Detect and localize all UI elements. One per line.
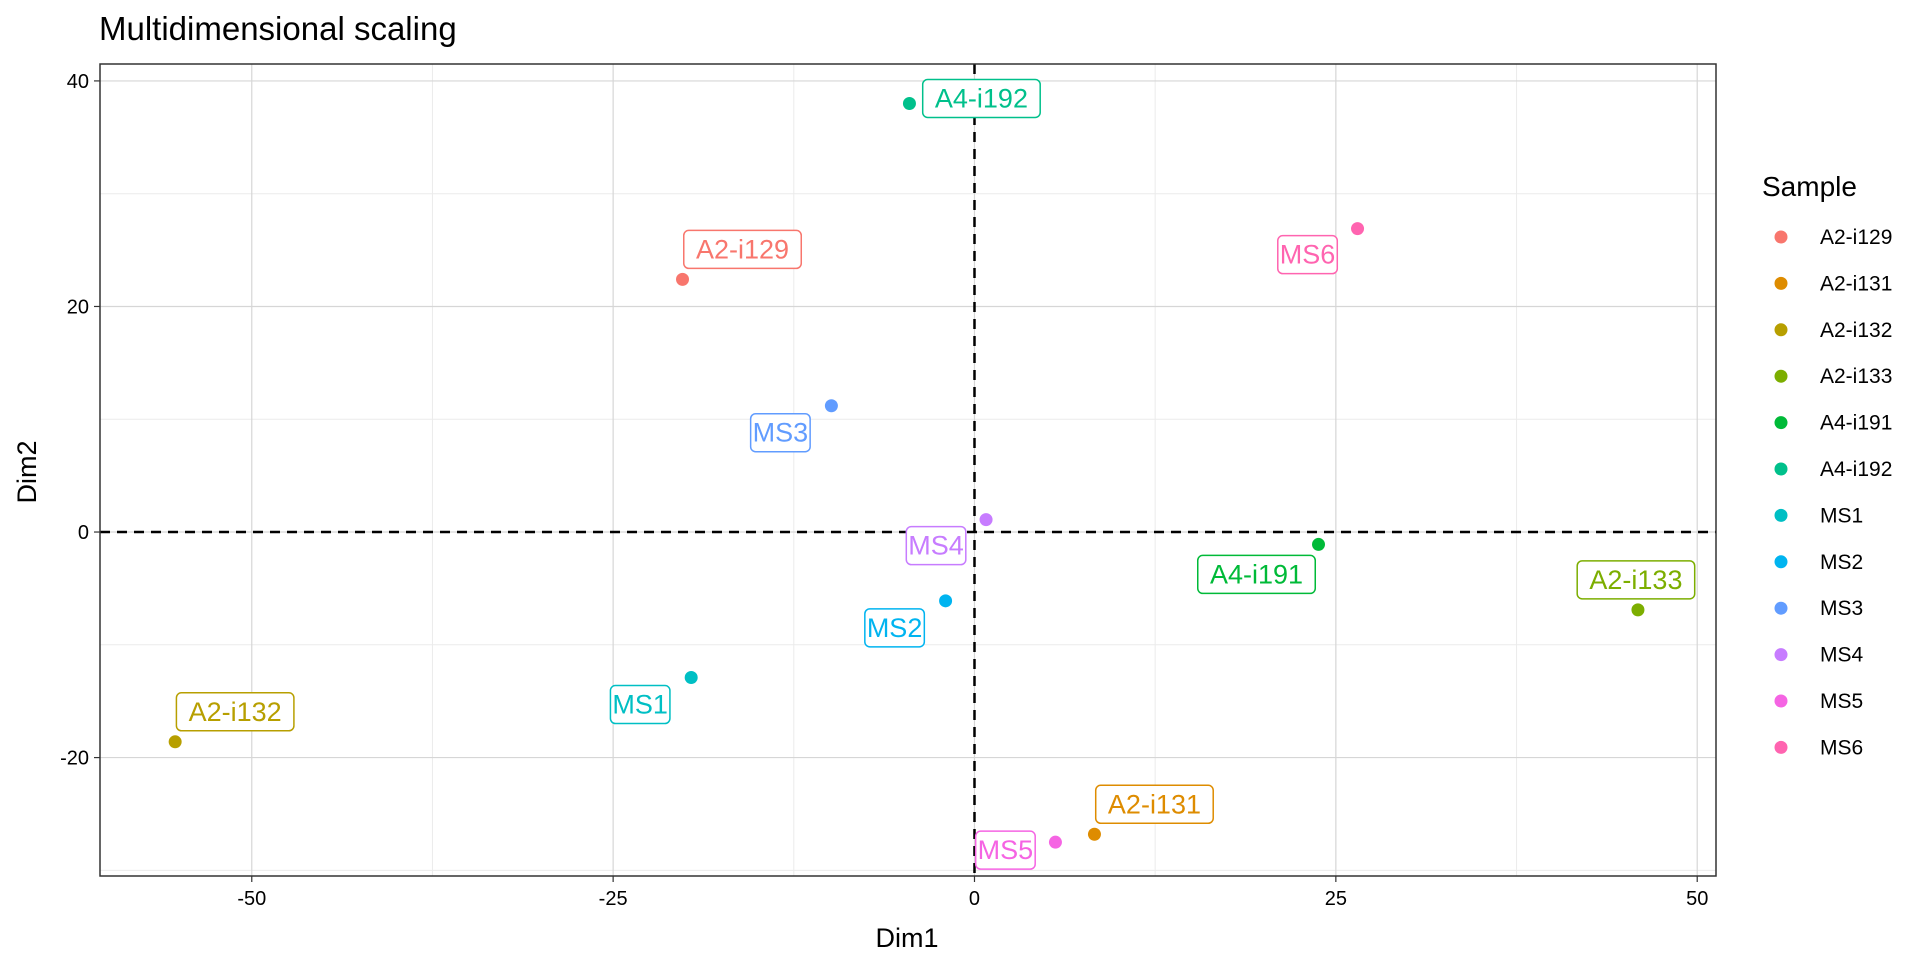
point-label: A2-i133 (1589, 565, 1682, 595)
x-tick-label: -25 (599, 888, 628, 910)
panel-background (100, 64, 1716, 876)
point-label-box (175, 692, 295, 732)
y-tick-label: 0 (78, 522, 89, 544)
legend-label: A2-i132 (1820, 319, 1892, 342)
y-tick-label: 20 (67, 296, 89, 318)
point-label: MS1 (612, 690, 668, 720)
point-label: A4-i192 (935, 83, 1028, 113)
legend-key (1774, 276, 1788, 290)
legend: Sample A2-i129 A2-i131 A2-i132 A2-i133 A4-i1… (1762, 171, 1892, 759)
point-label: A4-i191 (1210, 559, 1303, 589)
legend-label: A2-i131 (1820, 272, 1892, 295)
x-tick-label: -50 (237, 888, 266, 910)
legend-label: MS2 (1820, 551, 1863, 574)
legend-label: MS4 (1820, 644, 1864, 667)
data-point (676, 272, 690, 286)
data-point (902, 96, 916, 110)
point-label-box (609, 684, 671, 725)
legend-label: A2-i129 (1820, 226, 1892, 249)
point-label: A2-i129 (696, 234, 789, 264)
data-point (979, 513, 993, 527)
chart-title: Multidimensional scaling (99, 10, 457, 47)
legend-key (1774, 369, 1788, 383)
point-label-box (683, 229, 803, 270)
legend-key (1774, 416, 1788, 430)
data-point (1087, 827, 1101, 841)
point-label-box (864, 608, 926, 648)
data-point (1048, 835, 1062, 849)
legend-key (1774, 555, 1788, 569)
point-label-box (905, 525, 967, 566)
data-point (1312, 537, 1326, 551)
data-point (1631, 603, 1645, 617)
data-point (684, 671, 698, 685)
point-label: MS4 (908, 531, 964, 561)
point-label-box (974, 830, 1036, 870)
point-label-box (1197, 554, 1317, 595)
point-label: A2-i132 (189, 697, 282, 727)
x-tick-label: 0 (969, 888, 980, 910)
point-label-box (1094, 784, 1214, 825)
data-point (168, 735, 182, 749)
point-label-box (1277, 234, 1339, 275)
panel-border (99, 63, 1717, 877)
legend-key (1774, 740, 1788, 754)
point-label: MS2 (867, 613, 923, 643)
plot-panel: -50 -25 0 25 50 -20 0 20 40 A2-i129 A2-i131 A2-i132… (60, 63, 1717, 910)
legend-label: MS6 (1820, 736, 1863, 759)
y-axis-title: Dim2 (12, 440, 42, 503)
legend-label: MS1 (1820, 504, 1863, 527)
point-label: MS3 (753, 418, 809, 448)
legend-title: Sample (1762, 171, 1857, 202)
legend-key (1774, 462, 1788, 476)
point-label-box (921, 78, 1041, 119)
point-label: MS6 (1280, 240, 1336, 270)
legend-key (1774, 230, 1788, 244)
y-tick-label: -20 (60, 748, 89, 770)
legend-key (1774, 508, 1788, 522)
legend-label: MS5 (1820, 690, 1863, 713)
legend-key (1774, 601, 1788, 615)
legend-key (1774, 323, 1788, 337)
data-point (939, 594, 953, 608)
x-axis-title: Dim1 (875, 923, 938, 953)
data-point (1351, 222, 1365, 236)
point-label-box (1576, 560, 1696, 600)
x-tick-label: 25 (1325, 888, 1347, 910)
y-tick-label: 40 (67, 71, 89, 93)
legend-label: A4-i191 (1820, 412, 1892, 435)
legend-label: A2-i133 (1820, 365, 1892, 388)
point-label: MS5 (978, 835, 1034, 865)
legend-key (1774, 694, 1788, 708)
x-tick-label: 50 (1686, 888, 1708, 910)
point-label-box (749, 412, 811, 453)
legend-key (1774, 648, 1788, 662)
data-point (824, 399, 838, 413)
legend-label: MS3 (1820, 597, 1863, 620)
legend-label: A4-i192 (1820, 458, 1892, 481)
point-label: A2-i131 (1108, 789, 1201, 819)
